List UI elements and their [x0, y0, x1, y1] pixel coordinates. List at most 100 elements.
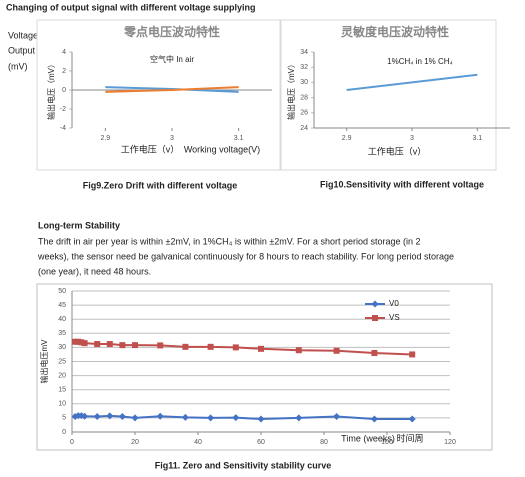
point [72, 338, 79, 345]
x-axis-label: 时间周 [396, 432, 423, 443]
x-tick-label: 3 [170, 135, 174, 142]
x-tick-label: 80 [320, 439, 328, 446]
paragraph-line: (one year), it need 48 hours. [38, 266, 151, 276]
chart-title: 灵敏度电压波动特性 [341, 24, 449, 39]
x-tick-label: 0 [70, 439, 74, 446]
y-tick-label: 45 [58, 302, 66, 309]
x-axis-label: Working voltage(V) [184, 144, 260, 154]
point [333, 347, 340, 354]
y-tick-label: 15 [58, 387, 66, 394]
point [370, 415, 378, 423]
caption: Fig9.Zero Drift with different voltage [83, 180, 238, 190]
x-tick-label: 20 [131, 439, 139, 446]
paragraph-line: The drift in air per year is within ±2mV… [38, 236, 421, 246]
legend-label: VS [389, 313, 400, 322]
y-tick-label: 25 [58, 358, 66, 365]
point [408, 415, 416, 423]
x-axis-label: 工作电压（v） [368, 145, 427, 156]
y-axis-label: 输出电压（mV） [286, 60, 296, 120]
heading: Changing of output signal with different… [6, 2, 256, 12]
y-tick-label: 24 [300, 125, 308, 132]
y-tick-label: 30 [300, 79, 308, 86]
chart-panel [36, 19, 281, 171]
point [93, 412, 101, 420]
x-tick-label: 3 [410, 135, 414, 142]
x-tick-label: 3.1 [472, 135, 482, 142]
point [258, 345, 264, 352]
y-tick-label: 34 [300, 49, 308, 56]
chart-title: 零点电压波动特性 [123, 24, 220, 39]
point [207, 414, 215, 422]
y-tick-label: 28 [300, 94, 308, 101]
y-tick-label: 5 [62, 415, 66, 422]
x-tick-label: 40 [194, 439, 202, 446]
y-axis-label: 输出电压mV [39, 339, 49, 384]
point [118, 412, 126, 420]
side-label: Output [8, 45, 36, 55]
point [409, 351, 416, 358]
point [81, 340, 88, 347]
point [132, 342, 138, 349]
chart-panel [36, 283, 493, 451]
point [257, 415, 265, 423]
point [119, 342, 126, 349]
y-tick-label: 20 [58, 372, 66, 379]
side-label: (mV) [8, 61, 28, 71]
point [181, 413, 189, 421]
series-line [75, 340, 413, 356]
legend-marker [372, 315, 378, 321]
caption: Fig11. Zero and Sensitivity stability cu… [155, 460, 332, 470]
point [207, 343, 214, 350]
section-title: Long-term Stability [38, 220, 120, 230]
side-label: Voltage [8, 30, 38, 40]
point [157, 342, 164, 349]
x-tick-label: 60 [257, 439, 265, 446]
annotation: 空气中 In air [150, 54, 194, 64]
paragraph-line: weeks), the sensor need be galvanical co… [37, 251, 454, 261]
y-tick-label: 0 [62, 429, 66, 436]
legend-label: V0 [389, 299, 399, 308]
caption: Fig10.Sensitivity with different voltage [320, 179, 484, 189]
chart-panel [280, 19, 497, 171]
point [94, 341, 101, 348]
y-tick-label: 50 [58, 288, 66, 295]
point [106, 412, 114, 420]
point [81, 412, 89, 420]
point [371, 350, 378, 357]
legend-marker [371, 300, 379, 308]
point [295, 347, 302, 354]
point [78, 339, 85, 346]
y-tick-label: 30 [58, 344, 66, 351]
series-line [346, 73, 478, 91]
y-tick-label: 32 [300, 64, 308, 71]
point [156, 412, 164, 420]
y-tick-label: 2 [62, 68, 66, 75]
x-axis-label: Time (weeks) [341, 433, 395, 443]
point [232, 414, 240, 422]
point [75, 338, 82, 345]
y-axis-label: 输出电压（mV） [46, 60, 56, 120]
y-tick-label: 4 [62, 49, 66, 56]
y-tick-label: 0 [62, 87, 66, 94]
point [333, 412, 341, 420]
x-tick-label: 2.9 [100, 135, 110, 142]
annotation: 1%CH₄ in 1% CH₄ [387, 57, 453, 66]
y-tick-label: -2 [60, 106, 66, 113]
y-tick-label: 40 [58, 316, 66, 323]
y-tick-label: 26 [300, 110, 308, 117]
point [182, 343, 189, 350]
x-axis-label: 工作电压（v） [121, 143, 180, 154]
x-tick-label: 2.9 [342, 135, 352, 142]
y-tick-label: 35 [58, 330, 66, 337]
x-tick-label: 3.1 [234, 135, 244, 142]
point [295, 414, 303, 422]
x-tick-label: 120 [444, 439, 456, 446]
y-tick-label: 10 [58, 401, 66, 408]
point [131, 414, 139, 422]
series-line [74, 414, 413, 421]
y-tick-label: -4 [60, 125, 66, 132]
series-line [105, 86, 239, 93]
point [232, 344, 239, 351]
